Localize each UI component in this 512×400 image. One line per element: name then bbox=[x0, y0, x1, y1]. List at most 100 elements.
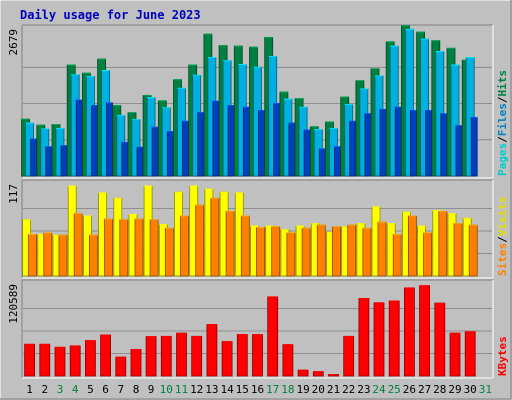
chart-title: Daily usage for June 2023 bbox=[20, 8, 201, 22]
bar-kbytes-day-24 bbox=[373, 302, 385, 377]
bar-kbytes-day-10 bbox=[160, 335, 172, 377]
bar-kbytes-day-1 bbox=[24, 343, 36, 377]
bar-sites-day-2 bbox=[43, 232, 53, 277]
bar-sites-day-21 bbox=[332, 226, 341, 277]
bar-sites-day-19 bbox=[301, 227, 311, 277]
bar-kbytes-day-23 bbox=[358, 298, 370, 377]
chart-panels: 2679Pages/Files/Hits117Sites/Visits12058… bbox=[7, 24, 509, 379]
x-tick-label: 22 bbox=[342, 383, 355, 396]
x-tick-label: 4 bbox=[72, 383, 79, 396]
x-tick-label: 2 bbox=[41, 383, 48, 396]
bar-pages-day-1 bbox=[30, 138, 38, 177]
bar-pages-day-10 bbox=[166, 131, 174, 177]
bar-pages-day-15 bbox=[242, 106, 250, 177]
bar-sites-day-30 bbox=[468, 224, 478, 277]
bar-sites-day-5 bbox=[89, 234, 98, 277]
bar-sites-day-9 bbox=[149, 219, 159, 277]
bar-pages-day-30 bbox=[470, 117, 478, 177]
bar-pages-day-18 bbox=[288, 122, 296, 177]
bar-pages-day-13 bbox=[212, 100, 220, 177]
bar-kbytes-day-13 bbox=[206, 324, 218, 377]
bar-kbytes-day-2 bbox=[39, 343, 51, 377]
bar-pages-day-11 bbox=[182, 120, 189, 177]
bar-kbytes-day-17 bbox=[267, 296, 279, 377]
x-tick-label: 9 bbox=[148, 383, 155, 396]
legend-entry: Visits bbox=[496, 197, 509, 237]
legend-entry: / bbox=[496, 96, 509, 103]
bar-kbytes-day-30 bbox=[464, 331, 476, 377]
bar-kbytes-day-7 bbox=[115, 356, 127, 377]
x-tick-label: 19 bbox=[296, 383, 309, 396]
bar-sites-day-29 bbox=[453, 223, 463, 277]
y-max-label: 117 bbox=[7, 184, 20, 204]
bar-kbytes-day-4 bbox=[69, 345, 81, 377]
bar-sites-day-27 bbox=[423, 232, 433, 277]
bar-kbytes-day-3 bbox=[54, 346, 66, 377]
bar-sites-day-26 bbox=[407, 215, 417, 277]
x-tick-label: 1 bbox=[26, 383, 33, 396]
legend-entry: Files bbox=[496, 103, 509, 136]
bar-sites-day-11 bbox=[180, 215, 189, 277]
bar-sites-day-23 bbox=[362, 227, 372, 277]
x-tick-label: 12 bbox=[190, 383, 203, 396]
legend-entry: Pages bbox=[496, 143, 509, 176]
bar-pages-day-26 bbox=[409, 110, 417, 177]
bar-pages-day-29 bbox=[455, 125, 463, 177]
bar-pages-day-12 bbox=[197, 112, 205, 177]
bar-sites-day-10 bbox=[164, 227, 174, 277]
bar-pages-day-21 bbox=[334, 146, 341, 177]
x-tick-label: 24 bbox=[372, 383, 386, 396]
x-tick-label: 8 bbox=[133, 383, 140, 396]
bar-sites-day-13 bbox=[210, 197, 220, 277]
bar-kbytes-day-8 bbox=[130, 349, 142, 377]
bar-pages-day-2 bbox=[45, 146, 53, 177]
bar-kbytes-day-22 bbox=[343, 335, 355, 377]
bar-kbytes-day-19 bbox=[297, 369, 309, 377]
bar-sites-day-7 bbox=[119, 219, 129, 277]
bar-sites-day-28 bbox=[438, 210, 448, 277]
bar-kbytes-day-26 bbox=[403, 287, 415, 377]
x-axis-labels: 1 2 3 4 5 6 7 8 9 10 11 12 13 14 15 16 17 18 19 20 21 22 23 24 2… bbox=[26, 383, 492, 396]
x-tick-label: 23 bbox=[357, 383, 370, 396]
bar-pages-day-14 bbox=[227, 105, 235, 177]
bar-pages-day-5 bbox=[91, 105, 98, 177]
x-tick-label: 27 bbox=[418, 383, 431, 396]
bar-sites-day-16 bbox=[256, 227, 265, 277]
bar-pages-day-23 bbox=[364, 113, 372, 177]
panel-bottom: 120589 KBytes bbox=[7, 279, 509, 379]
bar-kbytes-day-25 bbox=[388, 300, 400, 377]
x-tick-label: 3 bbox=[57, 383, 64, 396]
bar-pages-day-27 bbox=[425, 110, 433, 177]
bar-sites-day-4 bbox=[73, 213, 83, 277]
bar-sites-day-18 bbox=[286, 232, 296, 277]
bar-pages-day-19 bbox=[303, 129, 311, 177]
bar-kbytes-day-5 bbox=[85, 340, 96, 377]
bar-pages-day-7 bbox=[121, 141, 129, 177]
x-tick-label: 5 bbox=[87, 383, 94, 396]
bar-sites-day-17 bbox=[271, 226, 281, 277]
bar-kbytes-day-15 bbox=[236, 334, 248, 377]
bar-kbytes-day-18 bbox=[282, 344, 294, 377]
side-legend: Pages/Files/Hits bbox=[496, 70, 509, 176]
x-tick-label: 29 bbox=[448, 383, 461, 396]
legend-entry: / bbox=[496, 236, 509, 243]
x-tick-label: 7 bbox=[117, 383, 124, 396]
x-tick-label: 20 bbox=[312, 383, 325, 396]
x-tick-label: 10 bbox=[160, 383, 173, 396]
legend-entry: Hits bbox=[496, 70, 509, 97]
bar-pages-day-3 bbox=[60, 145, 68, 177]
bar-sites-day-14 bbox=[225, 210, 235, 277]
bar-pages-day-17 bbox=[273, 103, 281, 177]
bar-sites-day-6 bbox=[104, 218, 113, 277]
bar-kbytes-day-12 bbox=[191, 335, 203, 377]
bar-pages-day-6 bbox=[106, 102, 113, 177]
bar-sites-day-12 bbox=[195, 204, 205, 277]
y-max-label: 120589 bbox=[7, 284, 20, 324]
side-legend: KBytes bbox=[496, 336, 509, 376]
x-tick-label: 13 bbox=[205, 383, 218, 396]
bar-pages-day-8 bbox=[136, 146, 144, 177]
x-tick-label: 14 bbox=[220, 383, 234, 396]
x-tick-label: 30 bbox=[464, 383, 477, 396]
